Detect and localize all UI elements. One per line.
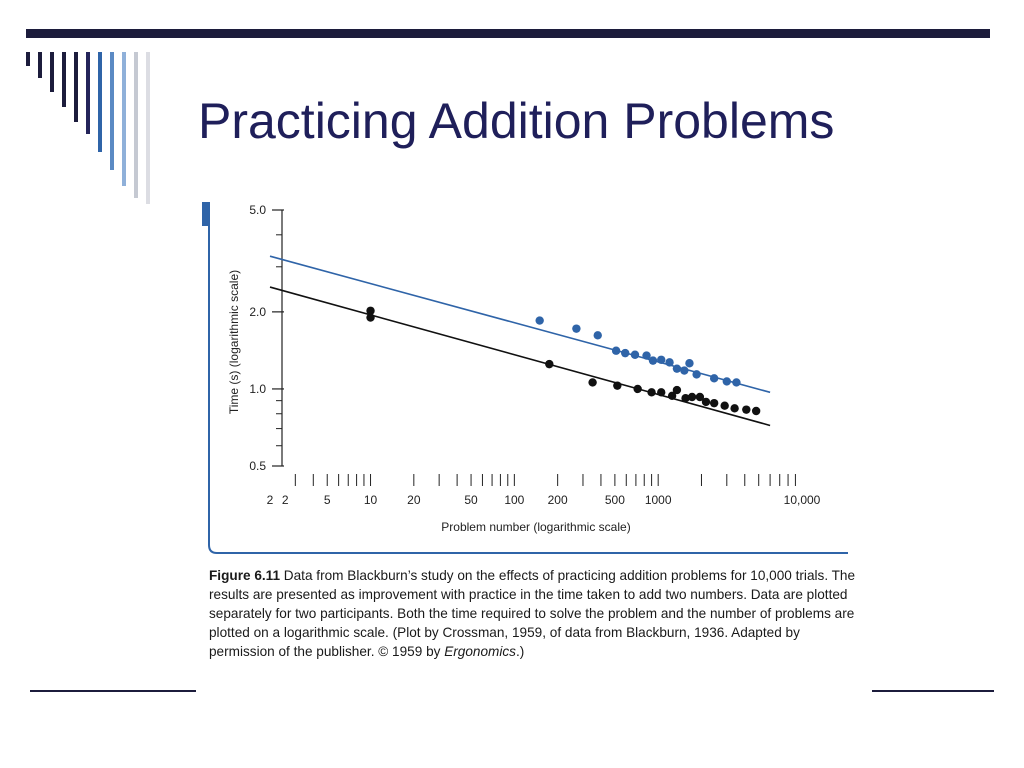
figure-panel: 0.5 1.0 2.0 5.0 2 2 5 10 20 50 100 200 500 1000 10,000… [196,190,852,690]
stripe-3 [50,52,54,92]
x-tick-label: 10,000 [784,493,821,507]
data-point-series-2 [687,392,697,402]
data-point-series-2 [366,313,375,322]
chart-points [366,306,761,416]
data-point-series-1 [535,316,544,325]
data-point-series-2 [613,381,622,390]
data-point-series-1 [722,377,731,386]
stripe-9 [122,52,126,186]
figure-frame [208,226,848,554]
data-point-series-2 [701,397,711,407]
data-point-series-2 [633,384,642,394]
x-tick-label: 500 [605,493,625,507]
stripe-8 [110,52,114,170]
x-axis-label: Problem number (logarithmic scale) [441,520,630,534]
data-point-series-2 [545,359,554,369]
data-point-series-1 [692,370,701,379]
caption-source: Ergonomics [444,644,516,659]
stripe-11 [146,52,150,204]
data-point-series-2 [730,404,739,413]
y-tick-label: 1.0 [249,382,266,396]
trend-line-series-2 [269,286,771,427]
x-tick-label: 50 [464,493,478,507]
x-tick-label: 1000 [645,493,672,507]
data-point-series-1 [657,355,666,364]
data-point-series-1 [642,351,651,360]
x-tick-label: 2 [282,493,289,507]
y-axis-label: Time (s) (logarithmic scale) [227,270,241,414]
x-tick-label: 20 [407,493,421,507]
figure-caption: Figure 6.11 Data from Blackburn’s study … [209,566,859,661]
chart-trend-lines [269,255,771,427]
y-tick-label: 2.0 [249,305,266,319]
caption-end: .) [515,644,525,659]
slide-top-bar [26,29,990,38]
bottom-rule-right [872,690,994,692]
x-tick-label: 200 [548,493,568,507]
figure-number: Figure 6.11 [209,568,281,583]
data-point-series-1 [732,378,741,387]
data-point-series-1 [572,324,581,333]
data-point-series-2 [657,388,666,397]
data-point-series-2 [695,392,705,402]
data-point-series-1 [621,348,630,358]
data-point-series-2 [588,378,597,387]
y-tick-label: 0.5 [249,459,266,473]
slide-title: Practicing Addition Problems [198,93,835,149]
data-point-series-1 [680,366,689,375]
chart-axes: 0.5 1.0 2.0 5.0 2 2 5 10 20 50 100 200 500 1000 10,000 [249,203,820,507]
figure-tab-marker [202,202,210,226]
data-point-series-2 [672,385,682,395]
stripe-4 [62,52,66,107]
stripe-5 [74,52,78,122]
caption-text: Data from Blackburn’s study on the effec… [209,568,856,659]
data-point-series-1 [593,331,602,340]
x-tick-label: 10 [364,493,378,507]
bottom-rule-left [30,690,196,692]
data-point-series-2 [709,398,719,408]
data-point-series-1 [630,350,640,359]
stripe-2 [38,52,42,78]
data-point-series-2 [667,391,677,401]
data-point-series-1 [672,364,682,373]
data-point-series-2 [681,394,690,403]
data-point-series-2 [720,401,729,410]
y-tick-label: 5.0 [249,203,266,217]
x-tick-label: 100 [504,493,524,507]
data-point-series-2 [366,306,375,315]
data-point-series-1 [685,359,694,368]
data-point-series-1 [648,356,658,365]
stripe-10 [134,52,138,198]
data-point-series-1 [665,358,674,367]
chart: 0.5 1.0 2.0 5.0 2 2 5 10 20 50 100 200 500 1000 10,000… [202,202,848,554]
stripe-6 [86,52,90,134]
x-tick-label: 5 [324,493,331,507]
data-point-series-2 [647,388,656,397]
data-point-series-2 [742,405,751,414]
data-point-series-1 [611,346,621,355]
stripe-7 [98,52,102,152]
data-point-series-2 [751,406,761,416]
data-point-series-1 [709,374,719,383]
x-tick-label: 2 [267,493,274,507]
stripe-1 [26,52,30,66]
